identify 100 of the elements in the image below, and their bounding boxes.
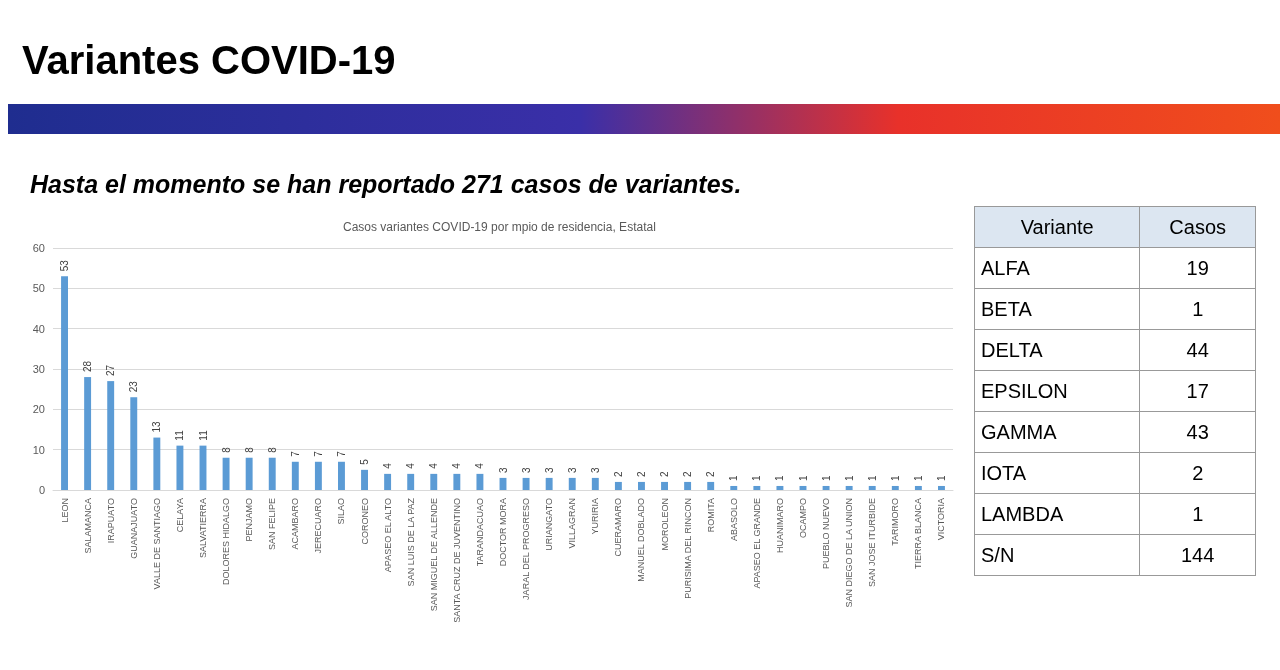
data-label: 144: [1139, 534, 1256, 576]
x-tick-label: CUERAMARO: [613, 498, 624, 557]
data-label: 19: [1139, 247, 1256, 289]
data-label: 2: [612, 470, 624, 477]
data-label: 2: [682, 470, 694, 477]
data-label: 5: [359, 458, 371, 465]
data-label: 28: [82, 360, 94, 373]
data-label: 11: [197, 429, 209, 441]
data-label: 4: [428, 462, 440, 469]
x-tick-label: DOLORES HIDALGO: [221, 498, 232, 586]
bar: [338, 461, 345, 490]
bar: [753, 485, 761, 490]
category-label: EPSILON: [974, 370, 1140, 412]
data-label: 1: [912, 474, 924, 481]
data-label: 11: [174, 429, 186, 441]
bar: [776, 485, 784, 490]
bar: [476, 473, 484, 490]
bar: [314, 461, 322, 490]
bar: [545, 477, 553, 490]
category-label: IOTA: [974, 452, 1140, 494]
bar: [845, 485, 853, 490]
x-tick-label: APASEO EL ALTO: [382, 498, 393, 573]
bar: [453, 473, 461, 490]
x-tick-label: SALVATIERRA: [198, 498, 208, 559]
data-label: 3: [520, 466, 532, 473]
data-label: 1: [751, 474, 763, 481]
category-label: BETA: [974, 288, 1140, 330]
data-label: 2: [659, 470, 671, 477]
x-tick-label: SAN JOSE ITURBIDE: [867, 498, 878, 588]
data-label: 1: [889, 474, 901, 481]
data-label: 13: [151, 421, 163, 433]
bar: [822, 485, 830, 490]
bar: [291, 461, 299, 490]
x-tick-label: TIERRA BLANCA: [913, 498, 924, 570]
x-tick-label: PENJAMO: [244, 498, 255, 542]
data-label: 3: [497, 466, 509, 473]
data-label: 1: [774, 474, 786, 481]
x-tick-label: URIANGATO: [544, 498, 555, 551]
x-tick-label: SAN LUIS DE LA PAZ: [405, 497, 416, 587]
y-tick-label: 20: [32, 403, 45, 416]
bar: [938, 485, 945, 490]
bar: [638, 481, 645, 490]
x-tick-label: VALLE DE SANTIAGO: [151, 498, 162, 590]
y-tick-label: 60: [32, 242, 45, 254]
data-label: 1: [797, 474, 809, 481]
x-tick-label: IRAPUATO: [105, 498, 116, 544]
chart-title: Variantes COVID-19: [22, 38, 396, 83]
category-label: ALFA: [974, 247, 1140, 289]
category-label: DELTA: [974, 329, 1140, 371]
bar: [361, 469, 368, 490]
bar: [868, 485, 876, 490]
data-label: 1: [843, 474, 855, 481]
chart-subtitle: Hasta el momento se han reportado 271 casos de variantes.: [30, 170, 742, 199]
bar: [522, 477, 530, 490]
x-tick-label: PURISIMA DEL RINCON: [682, 498, 693, 599]
x-tick-label: JARAL DEL PROGRESO: [521, 498, 532, 600]
x-tick-label: MANUEL DOBLADO: [636, 498, 647, 582]
data-label: 2: [1139, 452, 1256, 494]
bar: [176, 445, 184, 490]
data-label: 23: [128, 380, 140, 393]
bar: [914, 485, 922, 490]
bar: [245, 457, 253, 490]
x-tick-label: ABASOLO: [728, 498, 739, 542]
bar: [84, 377, 92, 490]
x-tick-label: PUEBLO NUEVO: [821, 498, 832, 570]
x-tick-label: TARANDACUAO: [474, 498, 485, 567]
data-label: 1: [1139, 493, 1256, 535]
y-tick-label: 10: [32, 443, 45, 456]
data-label: 8: [220, 446, 232, 453]
data-label: 4: [474, 462, 486, 469]
x-tick-label: APASEO EL GRANDE: [751, 498, 762, 589]
x-tick-label: ACAMBARO: [290, 498, 301, 550]
data-label: 27: [105, 364, 117, 377]
bar: [891, 485, 899, 490]
x-tick-label: GUANAJUATO: [128, 498, 139, 559]
x-tick-label: ROMITA: [705, 498, 716, 533]
data-label: 17: [1139, 370, 1256, 412]
x-tick-label: LEON: [59, 498, 70, 523]
bar: [568, 477, 576, 490]
bar: [222, 457, 230, 490]
y-tick-label: 40: [32, 322, 45, 335]
bar: [430, 473, 438, 490]
bar: [591, 477, 599, 490]
bar: [268, 457, 276, 490]
x-tick-label: CORONEO: [359, 498, 370, 545]
x-tick-label: SAN DIEGO DE LA UNION: [844, 498, 855, 608]
x-tick-label: HUANIMARO: [774, 498, 785, 554]
data-label: 7: [289, 450, 301, 457]
data-label: 7: [335, 450, 347, 457]
data-label: 3: [566, 466, 578, 473]
bar: [707, 481, 715, 490]
x-tick-label: SAN MIGUEL DE ALLENDE: [428, 498, 439, 612]
bar: [614, 481, 622, 490]
data-label: 3: [543, 466, 555, 473]
text: Casos: [1139, 206, 1256, 248]
x-tick-label: YURIRIA: [590, 498, 601, 535]
x-tick-label: SALAMANCA: [82, 498, 93, 554]
category-label: S/N: [974, 534, 1140, 576]
data-label: 44: [1139, 329, 1256, 371]
data-label: 4: [382, 462, 394, 469]
